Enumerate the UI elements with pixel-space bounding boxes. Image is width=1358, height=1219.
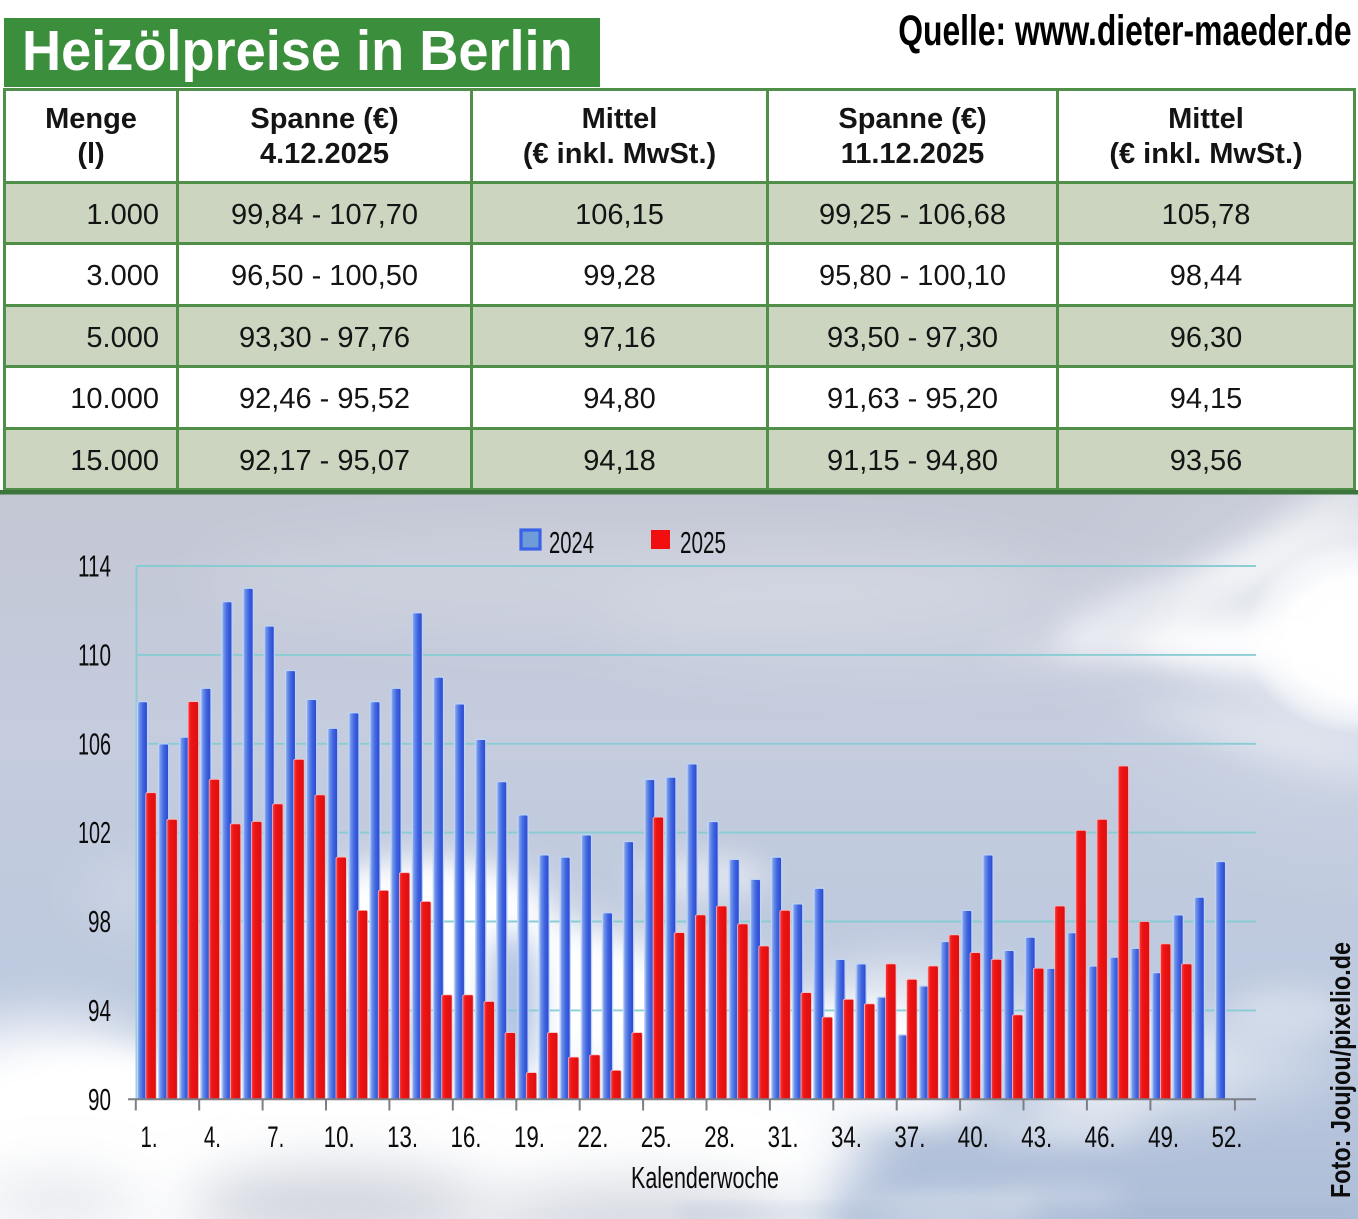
svg-text:98: 98 [88, 904, 111, 939]
svg-text:94: 94 [88, 993, 111, 1028]
svg-text:110: 110 [78, 637, 111, 672]
svg-text:46.: 46. [1085, 1121, 1116, 1154]
svg-text:52.: 52. [1212, 1121, 1243, 1154]
svg-text:37.: 37. [894, 1121, 925, 1154]
svg-text:102: 102 [78, 815, 111, 850]
svg-text:Foto: Joujou/pixelio.de: Foto: Joujou/pixelio.de [1325, 942, 1356, 1198]
svg-text:43.: 43. [1021, 1121, 1052, 1154]
svg-text:90: 90 [88, 1082, 111, 1117]
svg-text:25.: 25. [641, 1121, 672, 1154]
svg-text:1.: 1. [141, 1121, 158, 1154]
svg-text:Kalenderwoche: Kalenderwoche [631, 1160, 779, 1195]
svg-text:34.: 34. [831, 1121, 862, 1154]
svg-text:19.: 19. [514, 1121, 545, 1154]
svg-text:28.: 28. [704, 1121, 735, 1154]
svg-text:4.: 4. [204, 1121, 221, 1154]
svg-text:114: 114 [78, 549, 111, 584]
svg-text:7.: 7. [267, 1121, 284, 1154]
svg-text:2024: 2024 [549, 525, 594, 560]
svg-text:10.: 10. [324, 1121, 355, 1154]
svg-text:31.: 31. [768, 1121, 799, 1154]
svg-text:49.: 49. [1148, 1121, 1179, 1154]
svg-text:106: 106 [78, 726, 111, 761]
svg-text:40.: 40. [958, 1121, 989, 1154]
svg-text:22.: 22. [577, 1121, 608, 1154]
svg-text:2025: 2025 [680, 525, 726, 560]
svg-text:13.: 13. [387, 1121, 418, 1154]
svg-text:16.: 16. [451, 1121, 482, 1154]
